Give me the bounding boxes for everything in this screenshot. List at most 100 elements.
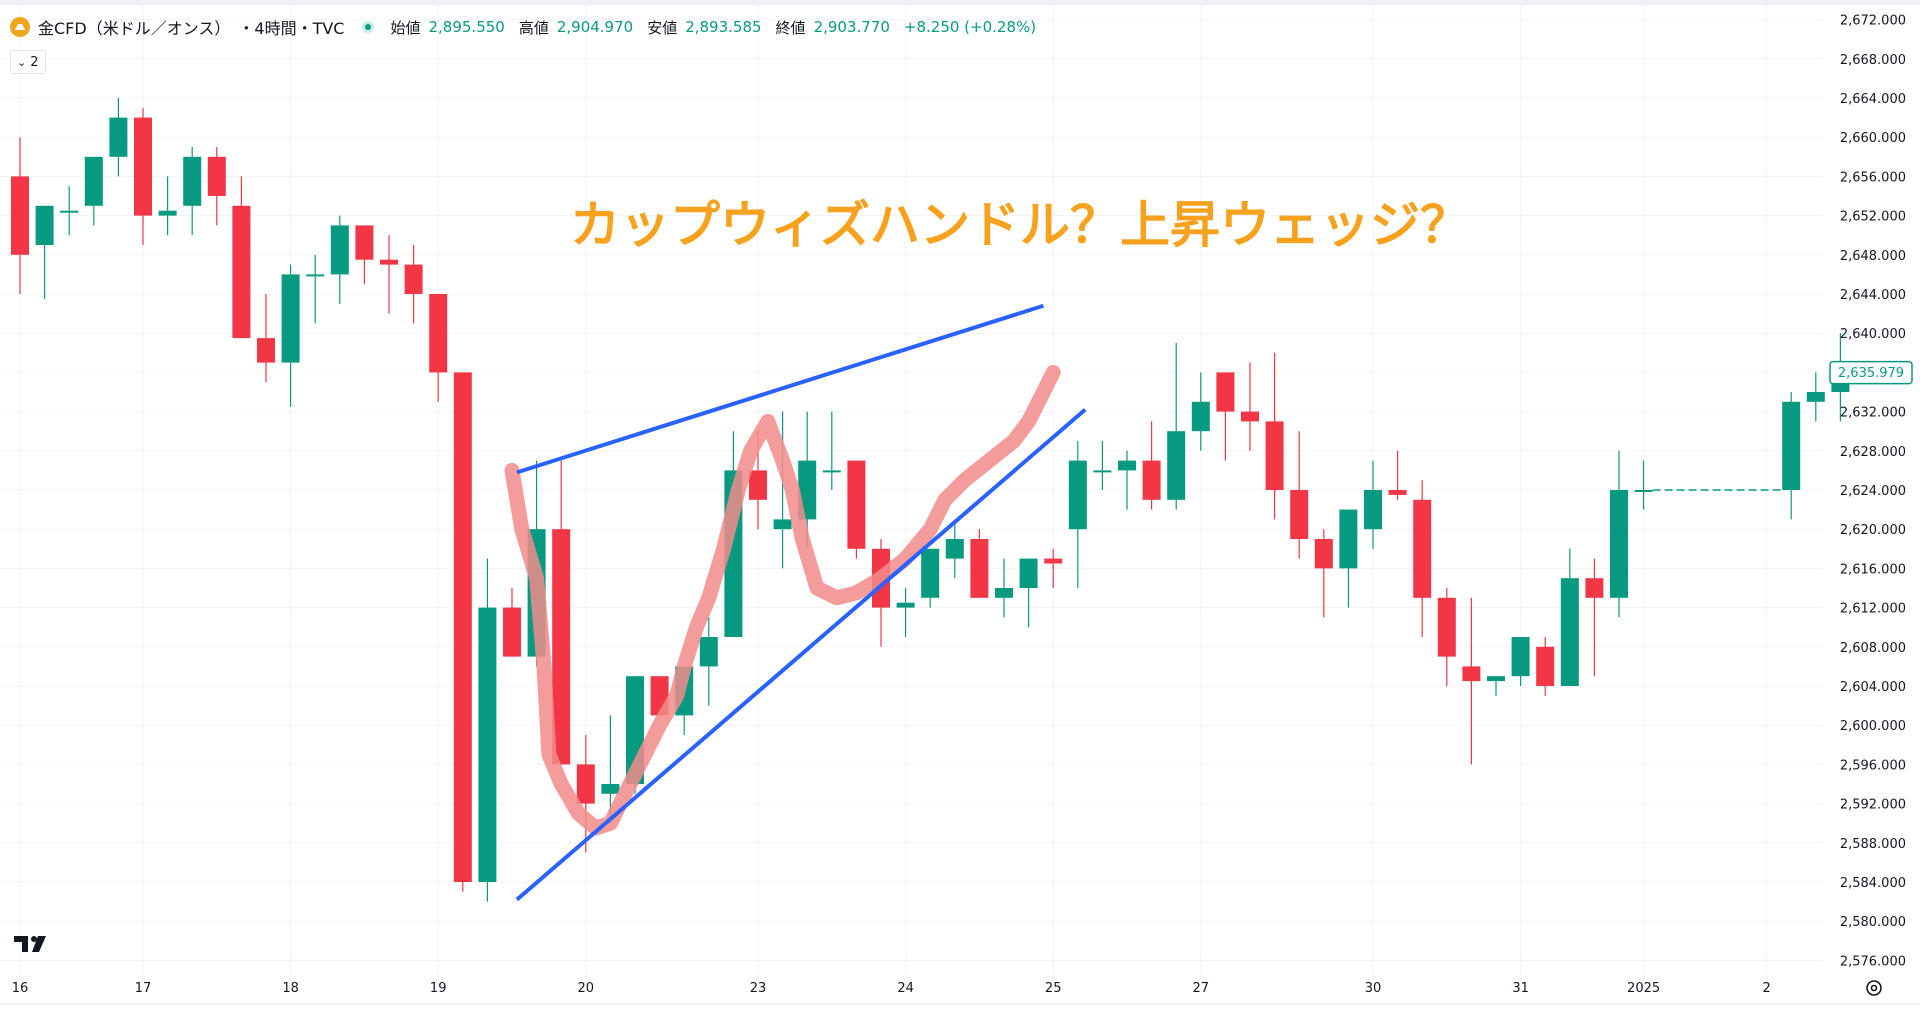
y-tick-label: 2,580.000 bbox=[1840, 915, 1906, 930]
candle-body bbox=[1364, 490, 1382, 530]
candle-body bbox=[1388, 490, 1407, 495]
candle-body bbox=[1019, 558, 1038, 588]
candle-body bbox=[306, 274, 325, 277]
indicator-count: 2 bbox=[30, 54, 39, 70]
candle-body bbox=[503, 607, 521, 657]
gold-coin-icon bbox=[10, 17, 30, 37]
candle-body bbox=[847, 460, 866, 549]
candle-body bbox=[232, 205, 251, 339]
x-tick-label: 18 bbox=[282, 981, 299, 996]
close-value: 2,903.770 bbox=[813, 18, 890, 36]
time-axis[interactable]: 16 17 18 19 20 23 24 25 27 30 31 2025 2 bbox=[12, 981, 1771, 996]
candle bbox=[1413, 480, 1432, 637]
y-tick-label: 2,596.000 bbox=[1840, 758, 1906, 773]
candle bbox=[970, 529, 989, 598]
change-value: +8.250 (+0.28%) bbox=[903, 18, 1037, 36]
candle-body bbox=[330, 225, 349, 275]
candle bbox=[1118, 450, 1136, 510]
y-tick-label: 2,644.000 bbox=[1840, 288, 1906, 303]
candle bbox=[503, 588, 521, 657]
candle-body bbox=[1413, 499, 1432, 598]
candle-body bbox=[134, 117, 152, 216]
close-label: 終値 bbox=[775, 18, 806, 37]
candle bbox=[1634, 460, 1653, 510]
symbol-header: 金CFD（米ドル／オンス） ・4時間・TVC 始値 2,895.550 高値 2,9… bbox=[10, 14, 1042, 40]
x-tick-label: 30 bbox=[1365, 981, 1382, 996]
candle-body bbox=[1167, 431, 1186, 500]
candle-body bbox=[995, 588, 1013, 598]
candle-body bbox=[1462, 666, 1481, 682]
candle bbox=[1191, 372, 1210, 451]
candle bbox=[945, 519, 964, 579]
symbol-title[interactable]: 金CFD（米ドル／オンス） bbox=[38, 19, 231, 38]
candle bbox=[1241, 362, 1259, 451]
candle-body bbox=[158, 210, 177, 216]
candle-body bbox=[1806, 392, 1825, 402]
candle-body bbox=[60, 210, 79, 213]
x-tick-label: 2 bbox=[1762, 981, 1770, 996]
wedge-lower-trendline bbox=[515, 408, 1087, 902]
candle bbox=[576, 735, 595, 853]
candle bbox=[109, 98, 128, 177]
candle-body bbox=[1536, 646, 1555, 686]
y-tick-label: 2,672.000 bbox=[1840, 14, 1906, 29]
candle-body bbox=[945, 539, 964, 559]
candle bbox=[453, 372, 472, 892]
y-tick-label: 2,604.000 bbox=[1840, 680, 1906, 695]
candle-body bbox=[183, 156, 202, 206]
candle bbox=[380, 235, 398, 314]
candle bbox=[404, 245, 423, 324]
candle-body bbox=[207, 156, 226, 196]
candle-body bbox=[1487, 676, 1505, 682]
candle bbox=[1019, 558, 1038, 628]
x-tick-label: 25 bbox=[1045, 981, 1062, 996]
candle-body bbox=[1142, 460, 1161, 500]
chevron-down-icon: ⌄ bbox=[17, 55, 27, 69]
tradingview-logo-icon[interactable] bbox=[14, 934, 52, 954]
y-tick-label: 2,600.000 bbox=[1840, 719, 1906, 734]
candle-body bbox=[552, 529, 571, 765]
candle-body bbox=[1560, 578, 1579, 686]
candle-body bbox=[1241, 411, 1259, 422]
candle bbox=[1585, 558, 1604, 677]
y-tick-label: 2,576.000 bbox=[1840, 954, 1906, 969]
candle-body bbox=[257, 338, 275, 363]
y-tick-label: 2,592.000 bbox=[1840, 798, 1906, 813]
candle bbox=[429, 294, 448, 402]
y-tick-label: 2,620.000 bbox=[1840, 523, 1906, 538]
candle bbox=[1093, 441, 1112, 490]
y-tick-label: 2,668.000 bbox=[1840, 53, 1906, 68]
candle-body bbox=[1191, 401, 1210, 432]
candle bbox=[921, 548, 940, 608]
x-tick-label: 27 bbox=[1193, 981, 1210, 996]
low-label: 安値 bbox=[647, 18, 678, 37]
candle bbox=[1265, 352, 1284, 520]
candle-body bbox=[1044, 558, 1063, 564]
candle bbox=[257, 294, 275, 383]
y-tick-label: 2,584.000 bbox=[1840, 876, 1906, 891]
candle bbox=[601, 715, 620, 824]
price-axis[interactable]: 2,576.000 2,580.000 2,584.000 2,588.000 2,59… bbox=[1840, 14, 1906, 970]
candle-body bbox=[429, 294, 448, 373]
candle bbox=[134, 107, 152, 245]
interval-source: ・4時間・TVC bbox=[238, 19, 345, 38]
candle bbox=[995, 558, 1013, 618]
indicator-toggle-button[interactable]: ⌄ 2 bbox=[10, 50, 46, 74]
candle bbox=[60, 186, 79, 236]
x-tick-label: 17 bbox=[135, 981, 152, 996]
pattern-annotation: カップウィズハンドル？上昇ウェッジ？ bbox=[570, 196, 1470, 254]
candle bbox=[207, 147, 226, 226]
settings-gear-icon[interactable] bbox=[1864, 978, 1884, 998]
candle bbox=[183, 147, 202, 236]
candle-body bbox=[1118, 460, 1136, 471]
candle bbox=[11, 137, 29, 294]
candle-body bbox=[896, 602, 915, 608]
candle bbox=[1610, 450, 1628, 618]
candle-body bbox=[109, 117, 128, 157]
current-price-badge: 2,635.979 bbox=[1829, 360, 1913, 385]
candle bbox=[1560, 548, 1579, 686]
current-price-label: 2,635.979 bbox=[1838, 366, 1904, 381]
candle-body bbox=[1585, 578, 1604, 598]
candle bbox=[35, 205, 54, 299]
